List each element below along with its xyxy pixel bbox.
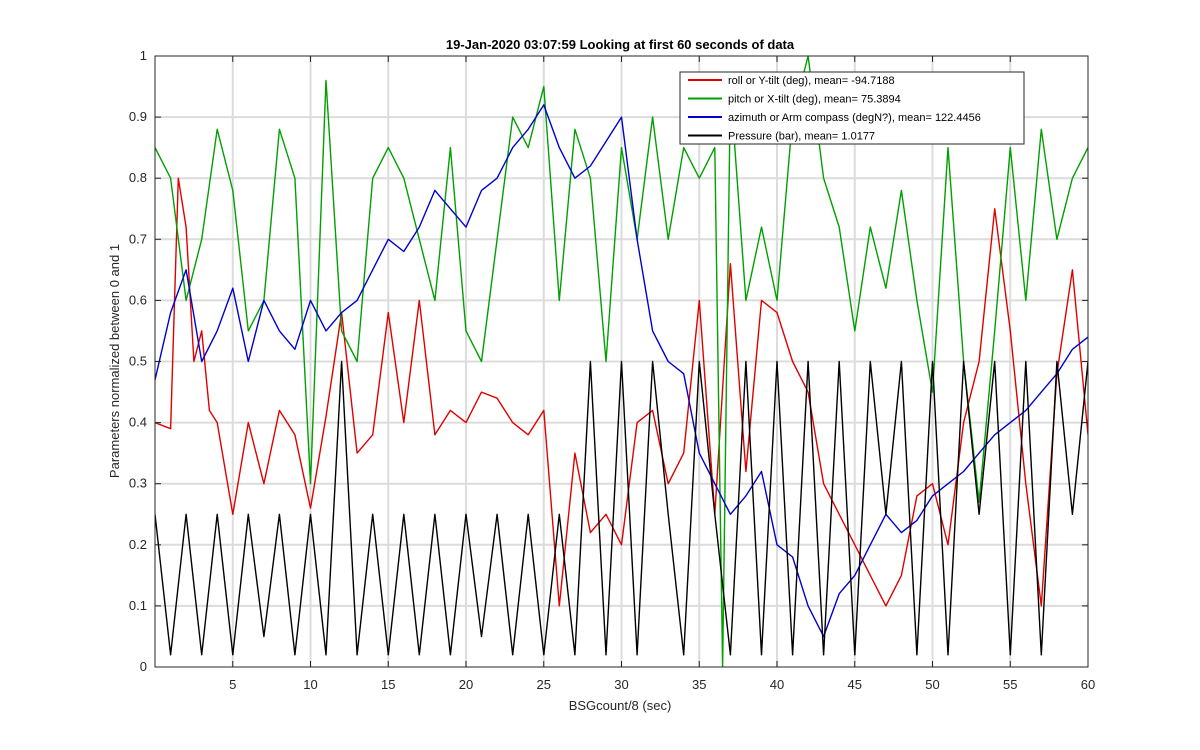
- x-tick-label: 50: [925, 677, 939, 692]
- series-group: [155, 56, 1088, 667]
- x-tick-label: 45: [848, 677, 862, 692]
- y-tick-label: 0.3: [129, 476, 147, 491]
- y-tick-label: 0.5: [129, 354, 147, 369]
- y-tick-label: 0.2: [129, 537, 147, 552]
- y-tick-label: 1: [140, 48, 147, 63]
- x-tick-label: 35: [692, 677, 706, 692]
- legend-entry-azimuth: azimuth or Arm compass (degN?), mean= 12…: [728, 112, 981, 124]
- ticks: 5 10 15 20 25 30 35 40 45 50 55 60 0 0.1 0.2 0.3 0.4 0.5 0…: [129, 48, 1095, 692]
- y-tick-label: 0.1: [129, 598, 147, 613]
- x-axis-label: BSGcount/8 (sec): [569, 698, 672, 713]
- legend-entry-pressure: Pressure (bar), mean= 1.0177: [728, 131, 875, 143]
- legend-box: [679, 71, 1025, 145]
- y-axis-label: Parameters normalized between 0 and 1: [107, 244, 122, 478]
- x-tick-label: 30: [614, 677, 628, 692]
- legend-entry-roll: roll or Y-tilt (deg), mean= -94.7188: [728, 75, 895, 87]
- chart-title: 19-Jan-2020 03:07:59 Looking at first 60…: [446, 37, 795, 52]
- y-tick-label: 0.8: [129, 170, 147, 185]
- series-line-azimuth: [155, 104, 1088, 638]
- series-line-pressure: [155, 360, 1088, 656]
- x-tick-label: 20: [459, 677, 473, 692]
- x-tick-label: 15: [381, 677, 395, 692]
- y-tick-label: 0.6: [129, 292, 147, 307]
- x-tick-label: 60: [1081, 677, 1095, 692]
- x-tick-label: 10: [303, 677, 317, 692]
- y-tick-label: 0.9: [129, 109, 147, 124]
- x-tick-label: 55: [1003, 677, 1017, 692]
- series-line-roll: [155, 177, 1088, 607]
- x-tick-label: 5: [229, 677, 236, 692]
- legend: roll or Y-tilt (deg), mean= -94.7188 pitc…: [679, 71, 1025, 145]
- x-tick-label: 40: [770, 677, 784, 692]
- series-line-pitch: [155, 56, 1088, 667]
- y-tick-label: 0: [140, 659, 147, 674]
- x-tick-label: 25: [537, 677, 551, 692]
- y-tick-label: 0.4: [129, 415, 147, 430]
- y-tick-label: 0.7: [129, 231, 147, 246]
- plot-area: 5 10 15 20 25 30 35 40 45 50 55 60 0 0.1 0.2 0.3 0.4 0.5 0…: [129, 48, 1095, 692]
- legend-entry-pitch: pitch or X-tilt (deg), mean= 75.3894: [728, 94, 901, 106]
